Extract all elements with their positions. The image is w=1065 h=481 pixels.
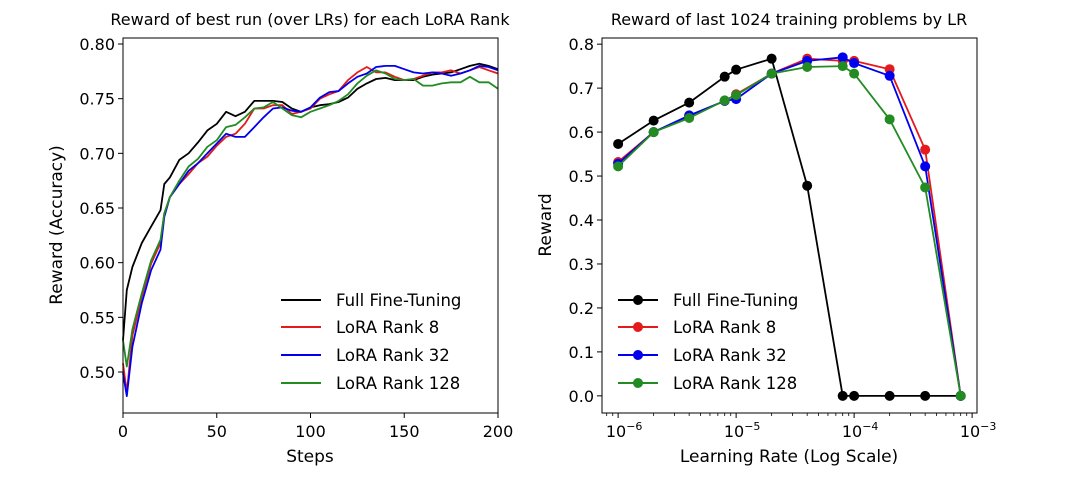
legend-label: LoRA Rank 8: [336, 318, 439, 337]
data-point: [684, 113, 695, 124]
series-line: [122, 69, 499, 368]
data-point: [648, 115, 659, 126]
x-tick-label: 100: [295, 422, 326, 441]
data-point: [920, 182, 931, 193]
data-point: [684, 97, 695, 108]
x-axis-label: Steps: [286, 447, 334, 467]
plot-frame: [601, 37, 978, 414]
chart-title: Reward of best run (over LRs) for each L…: [110, 10, 510, 29]
x-tick-label: 150: [389, 422, 420, 441]
y-tick-label: 0.80: [79, 35, 115, 54]
data-point: [766, 68, 777, 79]
legend-marker: [633, 378, 643, 388]
x-tick-label: 10−3: [960, 420, 997, 441]
data-point: [766, 53, 777, 64]
data-point: [884, 114, 895, 125]
legend-label: Full Fine-Tuning: [336, 291, 461, 310]
y-tick-label: 0.70: [79, 144, 115, 163]
legend-label: LoRA Rank 128: [336, 374, 460, 393]
x-tick-label: 200: [483, 422, 514, 441]
series-line: [617, 65, 962, 397]
data-point: [837, 52, 848, 63]
right-chart-learning-rate: Reward of last 1024 training problems by…: [536, 10, 996, 467]
y-tick-label: 0.75: [79, 90, 115, 109]
legend-label: LoRA Rank 8: [673, 318, 776, 337]
data-point: [613, 161, 624, 172]
data-point: [731, 64, 742, 75]
series-line: [617, 57, 961, 397]
data-point: [849, 68, 860, 79]
y-tick-label: 0.4: [569, 211, 594, 230]
data-point: [613, 138, 624, 149]
series-line: [617, 56, 962, 397]
data-point: [731, 90, 742, 101]
legend-marker: [633, 295, 643, 305]
data-point: [920, 161, 931, 172]
data-point: [920, 390, 931, 401]
data-point: [648, 127, 659, 138]
series-line: [122, 66, 499, 394]
chart-title: Reward of last 1024 training problems by…: [611, 10, 967, 29]
data-point: [849, 390, 860, 401]
y-tick-label: 0.55: [79, 308, 115, 327]
series-line: [617, 57, 962, 397]
y-tick-label: 0.60: [79, 254, 115, 273]
x-axis-label: Learning Rate (Log Scale): [680, 447, 898, 467]
data-point: [884, 70, 895, 81]
data-point: [849, 58, 860, 69]
x-tick-label: 50: [207, 422, 227, 441]
legend-marker: [633, 350, 643, 360]
y-axis-label: Reward: [536, 193, 556, 256]
y-tick-label: 0.5: [569, 167, 594, 186]
x-tick-label: 0: [118, 422, 128, 441]
y-tick-label: 0.65: [79, 199, 115, 218]
y-tick-label: 0.7: [569, 79, 594, 98]
legend-marker: [633, 322, 643, 332]
y-tick-label: 0.1: [569, 343, 594, 362]
data-point: [802, 180, 813, 191]
y-tick-label: 0.3: [569, 255, 594, 274]
x-tick-label: 10−6: [606, 420, 643, 441]
left-chart-steps: Reward of best run (over LRs) for each L…: [47, 10, 513, 467]
x-tick-label: 10−5: [724, 420, 761, 441]
y-tick-label: 0.50: [79, 363, 115, 382]
y-tick-label: 0.6: [569, 123, 594, 142]
data-point: [920, 144, 931, 155]
data-point: [802, 62, 813, 73]
legend-label: Full Fine-Tuning: [673, 291, 798, 310]
legend-label: LoRA Rank 32: [336, 346, 450, 365]
data-point: [719, 95, 730, 106]
legend-label: LoRA Rank 128: [673, 374, 797, 393]
y-tick-label: 0.0: [569, 387, 594, 406]
x-tick-label: 10−4: [842, 420, 879, 441]
legend-label: LoRA Rank 32: [673, 346, 787, 365]
data-point: [955, 390, 966, 401]
data-point: [837, 390, 848, 401]
data-point: [719, 71, 730, 82]
data-point: [837, 61, 848, 72]
y-tick-label: 0.2: [569, 299, 594, 318]
y-axis-label: Reward (Accuracy): [47, 145, 67, 305]
y-tick-label: 0.8: [569, 35, 594, 54]
data-point: [884, 390, 895, 401]
